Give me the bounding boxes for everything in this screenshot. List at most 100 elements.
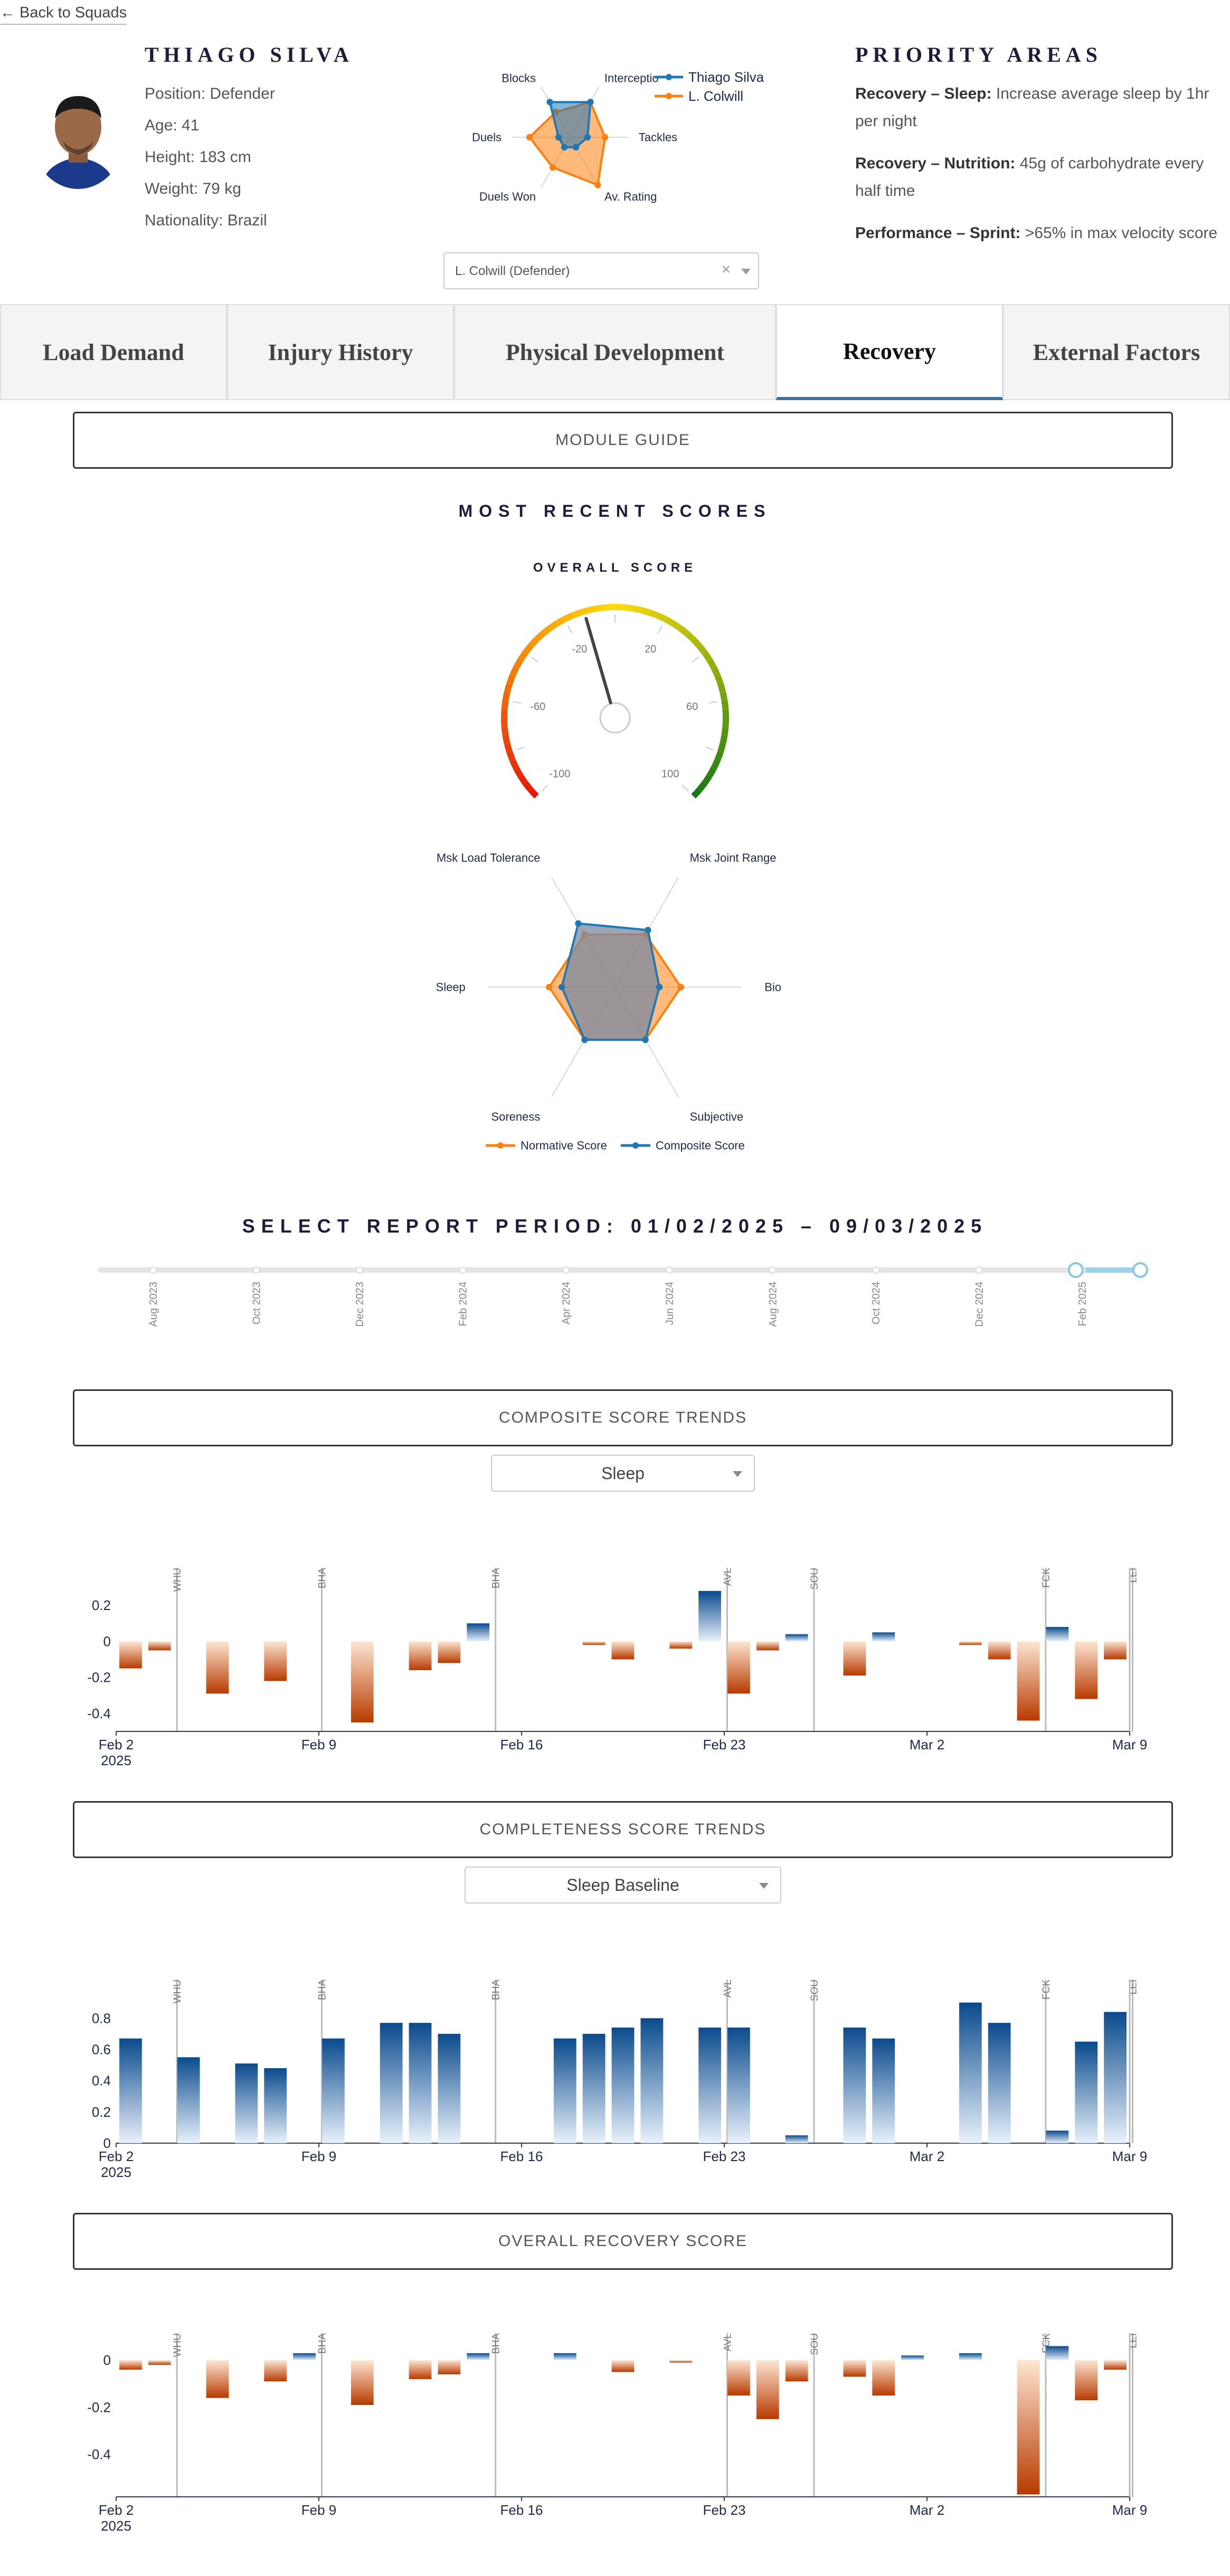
- bar: [206, 2360, 229, 2398]
- bar: [1075, 1641, 1098, 1699]
- gauge-tick-label: -60: [530, 701, 545, 713]
- tab-external-factors[interactable]: External Factors: [1003, 304, 1230, 400]
- x-tick-label: Feb 9: [301, 1737, 337, 1753]
- player-height: Height: 183 cm: [145, 148, 251, 166]
- event-label: BHA: [317, 1568, 328, 1588]
- radar-point: [581, 1036, 588, 1043]
- completeness-trends-button[interactable]: COMPLETENESS SCORE TRENDS: [73, 1801, 1173, 1858]
- slider-tick-dot: [149, 1266, 157, 1274]
- radar-point: [575, 920, 582, 927]
- gauge-arc-segment: [702, 651, 713, 662]
- bar: [640, 2018, 664, 2143]
- gauge-arc-segment: [509, 666, 519, 677]
- bar: [1104, 2012, 1127, 2143]
- chevron-down-icon[interactable]: [741, 269, 751, 274]
- overall-score-gauge: -100 -60 -20 20 60 100: [501, 604, 729, 799]
- x-tick-label: Mar 9: [1112, 2502, 1147, 2518]
- gauge-tick: [657, 625, 663, 634]
- gauge-arc-segment: [528, 788, 539, 799]
- bar: [1046, 1627, 1069, 1642]
- compare-player-select[interactable]: L. Colwill (Defender) ×: [443, 252, 759, 289]
- player-details: Position: Defender Age: 41 Height: 183 c…: [145, 78, 275, 236]
- radar-axis-label: Duels: [472, 131, 502, 144]
- gauge-arc-segment: [697, 643, 707, 655]
- slider-tick-label: Oct 2023: [251, 1282, 263, 1324]
- x-tick-label: Feb 9: [301, 2502, 337, 2518]
- event-label: BHA: [491, 1980, 502, 2000]
- bar: [119, 2038, 142, 2143]
- bar: [119, 1641, 142, 1669]
- legend-label: Composite Score: [656, 1139, 745, 1152]
- radar-point: [642, 1036, 649, 1043]
- bar: [467, 2353, 490, 2361]
- radar-point: [546, 99, 553, 106]
- radar-point: [555, 134, 562, 141]
- bar: [669, 2360, 693, 2363]
- gauge-arc-segment: [711, 759, 721, 770]
- composite-trends-button[interactable]: COMPOSITE SCORE TRENDS: [73, 1389, 1173, 1446]
- clear-selection-icon[interactable]: ×: [721, 261, 731, 278]
- gauge-arc-segment: [685, 631, 696, 642]
- report-period-slider[interactable]: Aug 2023 Oct 2023 Dec 2023 Feb 2024 Apr 2024…: [84, 1251, 1161, 1357]
- gauge-arc-segment: [714, 674, 724, 685]
- bar: [148, 1641, 171, 1651]
- back-to-squads-link[interactable]: ← Back to Squads: [0, 4, 127, 25]
- bar: [611, 1641, 635, 1660]
- tab-recovery[interactable]: Recovery: [776, 304, 1003, 400]
- tab-physical-development[interactable]: Physical Development: [454, 304, 776, 400]
- slider-start-handle[interactable]: [1067, 1262, 1084, 1278]
- most-recent-scores-title: MOST RECENT SCORES: [458, 501, 772, 520]
- event-label: LEI: [1128, 1980, 1139, 1995]
- compare-select-value: L. Colwill (Defender): [455, 264, 570, 278]
- tab-injury-history[interactable]: Injury History: [227, 304, 454, 400]
- gauge-arc-segment: [720, 734, 728, 745]
- bar: [843, 1641, 866, 1676]
- bar: [351, 1641, 374, 1722]
- module-tabs: Load Demand Injury History Physical Deve…: [0, 304, 1230, 400]
- event-label: WHU: [172, 1980, 183, 2003]
- player-weight: Weight: 79 kg: [145, 180, 241, 197]
- y-tick-label: -0.4: [87, 2447, 111, 2463]
- gauge-tick: [705, 746, 714, 751]
- bar: [582, 2033, 605, 2143]
- radar-axis-label: Bio: [764, 981, 781, 994]
- radar-axis-label: Msk Joint Range: [690, 851, 777, 864]
- bar: [438, 2360, 461, 2374]
- radar-axis-label: Blocks: [502, 71, 536, 84]
- bar: [293, 2353, 316, 2361]
- bar: [553, 2038, 576, 2143]
- gauge-tick: [516, 746, 525, 751]
- x-tick-label: 2025: [101, 2164, 131, 2180]
- bar: [872, 2360, 895, 2396]
- gauge-tick: [513, 701, 522, 704]
- y-tick-label: 0.4: [92, 2073, 111, 2089]
- x-tick-label: Mar 9: [1112, 2148, 1147, 2164]
- x-tick-label: Feb 16: [500, 2502, 543, 2518]
- slider-tick-label: Feb 2025: [1077, 1282, 1089, 1327]
- legend-label: L. Colwill: [688, 88, 743, 104]
- bar: [611, 2360, 635, 2372]
- x-tick-label: Feb 23: [703, 2502, 746, 2518]
- slider-end-handle[interactable]: [1132, 1262, 1148, 1278]
- gauge-arc-segment: [691, 788, 702, 799]
- bar: [785, 2360, 808, 2382]
- completeness-metric-dropdown[interactable]: Sleep Baseline: [465, 1867, 781, 1903]
- slider-tick-label: Dec 2024: [973, 1282, 985, 1327]
- module-guide-button[interactable]: MODULE GUIDE: [73, 412, 1173, 469]
- bar: [785, 2135, 808, 2143]
- composite-metric-dropdown[interactable]: Sleep: [491, 1455, 755, 1492]
- bar: [119, 2360, 142, 2370]
- gauge-tick: [541, 784, 548, 792]
- gauge-arc-segment: [513, 766, 524, 778]
- bar: [264, 2068, 287, 2143]
- tab-load-demand[interactable]: Load Demand: [0, 304, 227, 400]
- priority-item: Recovery – Sleep: Increase average sleep…: [855, 85, 1209, 130]
- gauge-arc-segment: [506, 674, 516, 685]
- bar: [872, 2038, 895, 2143]
- bar: [1075, 2041, 1098, 2143]
- x-tick-label: Mar 2: [910, 1737, 944, 1753]
- gauge-arc-segment: [501, 709, 508, 718]
- overall-recovery-button[interactable]: OVERALL RECOVERY SCORE: [73, 2213, 1173, 2270]
- slider-tick-label: Aug 2023: [148, 1282, 159, 1327]
